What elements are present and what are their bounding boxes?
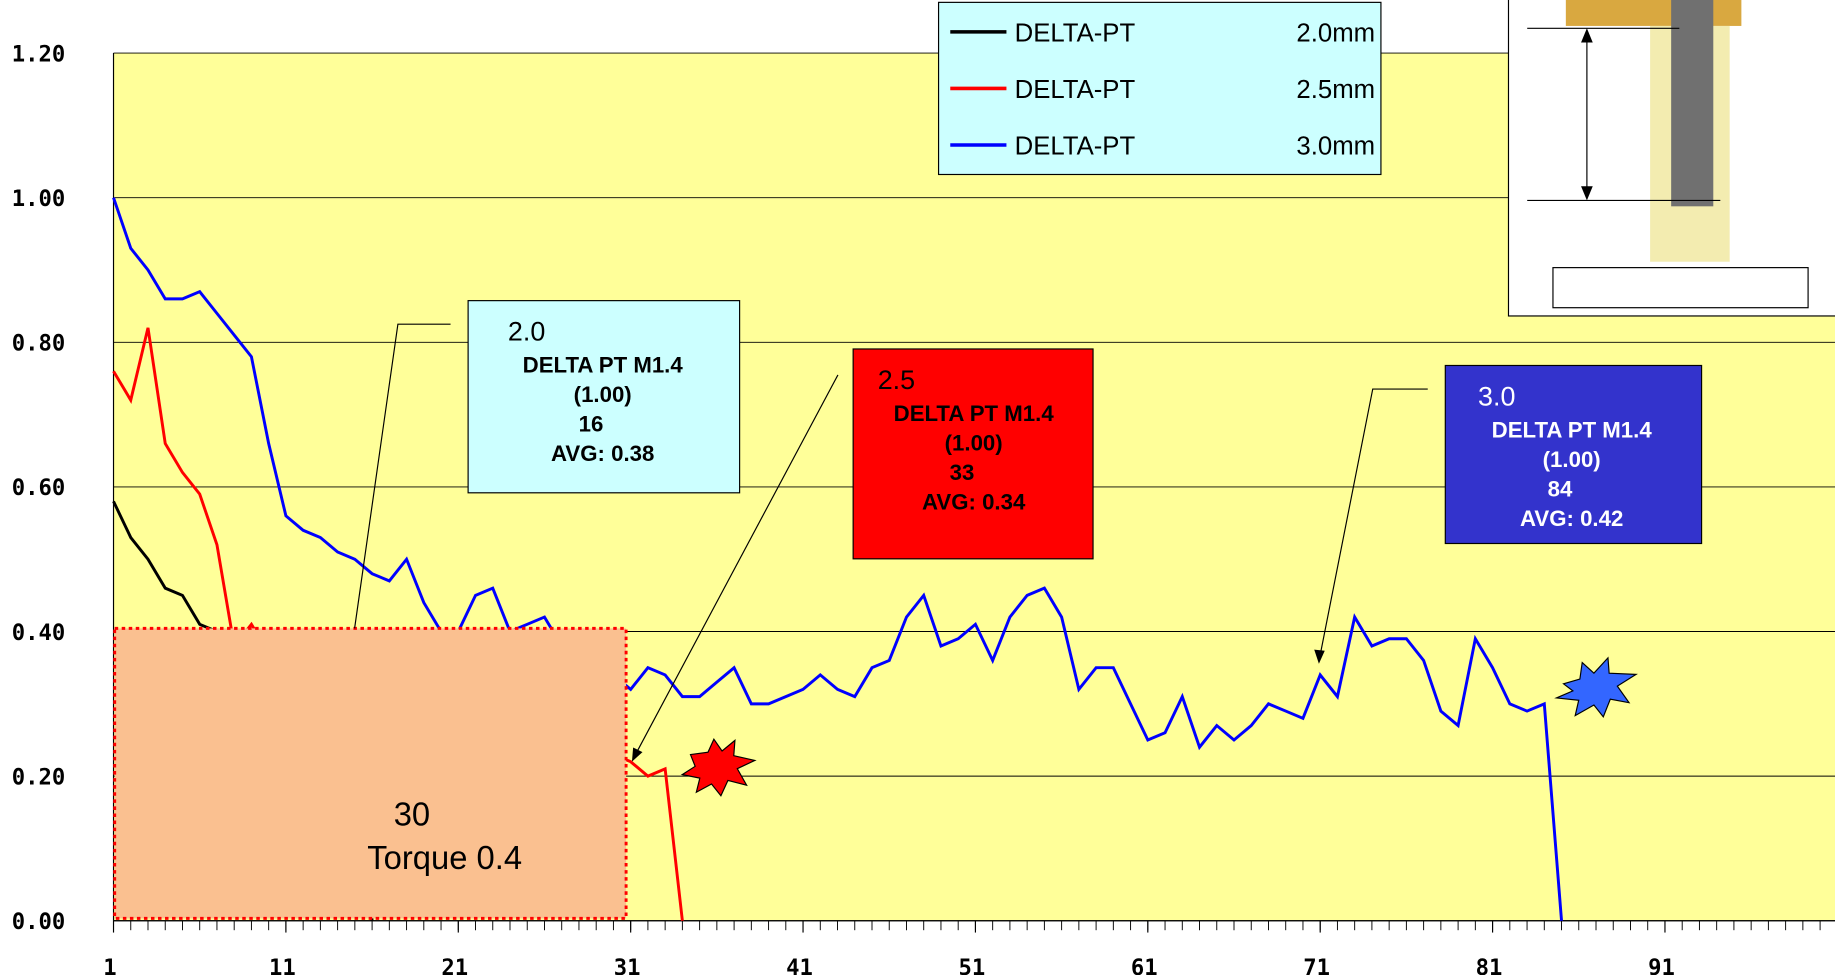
callout-text: AVG: 0.38 (551, 441, 654, 466)
callout-text: DELTA PT M1.4 (1492, 417, 1653, 442)
y-tick-label: 1.00 (12, 186, 66, 212)
callout-text: DELTA PT M1.4 (894, 401, 1055, 426)
y-tick-label: 0.20 (12, 764, 66, 790)
callout-text: 33 (950, 460, 975, 485)
callout-text: 84 (1548, 476, 1573, 501)
threshold-text: Torque 0.4 (367, 839, 522, 876)
plate (1566, 0, 1742, 26)
inset-diagram (1508, 0, 1835, 316)
callout-text: AVG: 0.42 (1520, 506, 1623, 531)
legend-size: 2.0mm (1296, 19, 1375, 47)
page: {"chart_data": {"type": "line", "x": [1,… (0, 0, 1835, 975)
inset-label-box (1553, 268, 1808, 308)
x-tick-label: 31 (614, 955, 641, 975)
legend: DELTA-PT 2.0mm DELTA-PT 2.5mm DELTA-PT 3.0mm (939, 2, 1381, 174)
callout-text: 3.0 (1478, 381, 1515, 411)
x-tick-label: 71 (1303, 955, 1330, 975)
x-tick-label: 81 (1476, 955, 1503, 975)
callout-text: 2.5 (878, 365, 915, 395)
x-tick-label: 61 (1131, 955, 1158, 975)
y-tick-label: 0.80 (12, 330, 66, 356)
callout-text: (1.00) (1543, 447, 1601, 472)
callout-text: AVG: 0.34 (922, 489, 1026, 514)
legend-label: DELTA-PT (1015, 19, 1136, 47)
threshold-box: 30 Torque 0.4 (115, 628, 626, 918)
x-tick-label: 51 (959, 955, 986, 975)
callout-text: (1.00) (574, 382, 632, 407)
x-tick-label: 91 (1648, 955, 1675, 975)
callout-text: DELTA PT M1.4 (523, 352, 684, 377)
legend-label: DELTA-PT (1015, 76, 1136, 104)
y-tick-label: 0.00 (12, 909, 66, 935)
threshold-text: 30 (394, 795, 430, 832)
y-tick-label: 1.20 (12, 41, 66, 67)
x-tick-label: 41 (786, 955, 813, 975)
y-tick-label: 0.40 (12, 620, 66, 646)
chart: 0.000.200.400.600.801.001.20111213141516… (0, 0, 1835, 975)
x-tick-label: 11 (269, 955, 296, 975)
legend-size: 3.0mm (1296, 132, 1375, 160)
y-tick-label: 0.60 (12, 475, 66, 501)
callout-text: (1.00) (945, 430, 1003, 455)
screw (1671, 0, 1713, 206)
callout-text: 2.0 (508, 317, 545, 347)
legend-label: DELTA-PT (1015, 132, 1136, 160)
x-tick-label: 1 (103, 955, 116, 975)
x-tick-label: 21 (441, 955, 468, 975)
legend-size: 2.5mm (1296, 76, 1375, 104)
callout-text: 16 (579, 411, 604, 436)
